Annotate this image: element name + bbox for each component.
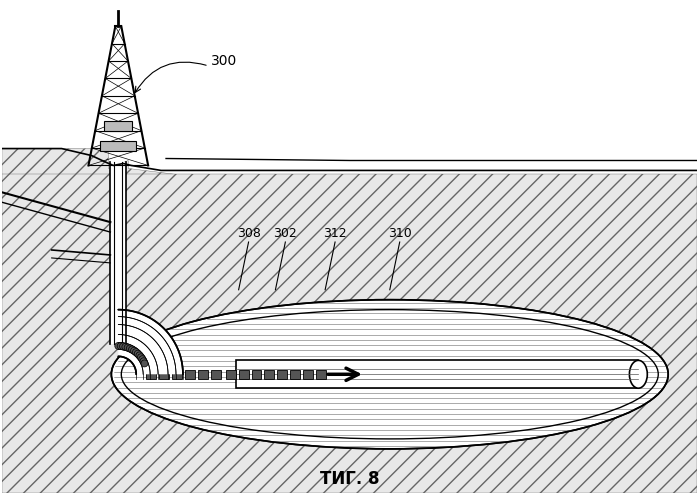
Bar xyxy=(290,370,301,379)
Bar xyxy=(104,121,132,130)
Circle shape xyxy=(139,356,146,363)
Circle shape xyxy=(140,358,147,365)
Text: 300: 300 xyxy=(211,54,237,68)
Bar xyxy=(211,370,221,379)
Polygon shape xyxy=(2,149,697,493)
Text: ΤИГ. 8: ΤИГ. 8 xyxy=(320,470,380,488)
Circle shape xyxy=(133,349,140,356)
Bar xyxy=(316,370,326,379)
Circle shape xyxy=(136,352,143,359)
Circle shape xyxy=(127,345,134,352)
Bar xyxy=(185,370,195,379)
Bar xyxy=(159,370,169,379)
Bar xyxy=(226,370,236,379)
Circle shape xyxy=(124,344,131,351)
Circle shape xyxy=(120,343,127,350)
Circle shape xyxy=(141,360,148,367)
Bar xyxy=(146,370,156,379)
Bar xyxy=(101,141,136,151)
Bar xyxy=(252,370,261,379)
Ellipse shape xyxy=(629,360,647,388)
Circle shape xyxy=(129,346,136,353)
Bar xyxy=(115,163,122,344)
Bar xyxy=(238,370,249,379)
Bar xyxy=(172,370,182,379)
Circle shape xyxy=(115,342,122,349)
Text: 310: 310 xyxy=(388,227,412,240)
Circle shape xyxy=(117,342,124,350)
Bar xyxy=(278,370,287,379)
Circle shape xyxy=(134,350,141,357)
Bar xyxy=(236,360,638,388)
Text: 308: 308 xyxy=(237,227,261,240)
Circle shape xyxy=(122,343,129,350)
Bar xyxy=(303,370,313,379)
Text: 312: 312 xyxy=(323,227,347,240)
Bar xyxy=(264,370,275,379)
Bar xyxy=(110,163,115,344)
Bar xyxy=(2,174,697,493)
Circle shape xyxy=(138,354,145,361)
Ellipse shape xyxy=(111,300,668,449)
Bar xyxy=(122,163,127,344)
Text: 302: 302 xyxy=(273,227,297,240)
Circle shape xyxy=(131,347,138,354)
Bar xyxy=(198,370,208,379)
Polygon shape xyxy=(118,310,183,374)
